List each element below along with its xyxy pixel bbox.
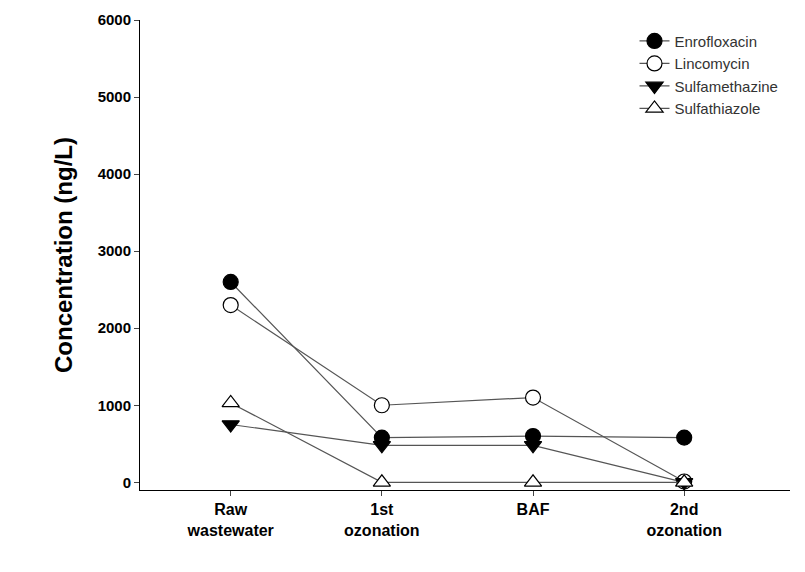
svg-text:6000: 6000 (98, 11, 131, 28)
svg-text:1000: 1000 (98, 397, 131, 414)
svg-text:Sulfamethazine: Sulfamethazine (675, 78, 778, 95)
svg-text:0: 0 (123, 474, 131, 491)
svg-text:Lincomycin: Lincomycin (675, 55, 750, 72)
svg-text:Enrofloxacin: Enrofloxacin (675, 33, 758, 50)
svg-text:5000: 5000 (98, 88, 131, 105)
svg-text:4000: 4000 (98, 165, 131, 182)
svg-text:Sulfathiazole: Sulfathiazole (675, 100, 761, 117)
svg-text:2000: 2000 (98, 319, 131, 336)
svg-text:3000: 3000 (98, 242, 131, 259)
svg-text:2ndozonation: 2ndozonation (646, 501, 722, 539)
svg-text:1stozonation: 1stozonation (344, 501, 420, 539)
svg-text:BAF: BAF (517, 501, 550, 518)
svg-text:Rawwastewater: Rawwastewater (187, 501, 274, 539)
svg-text:Concentration (ng/L): Concentration (ng/L) (50, 137, 77, 373)
